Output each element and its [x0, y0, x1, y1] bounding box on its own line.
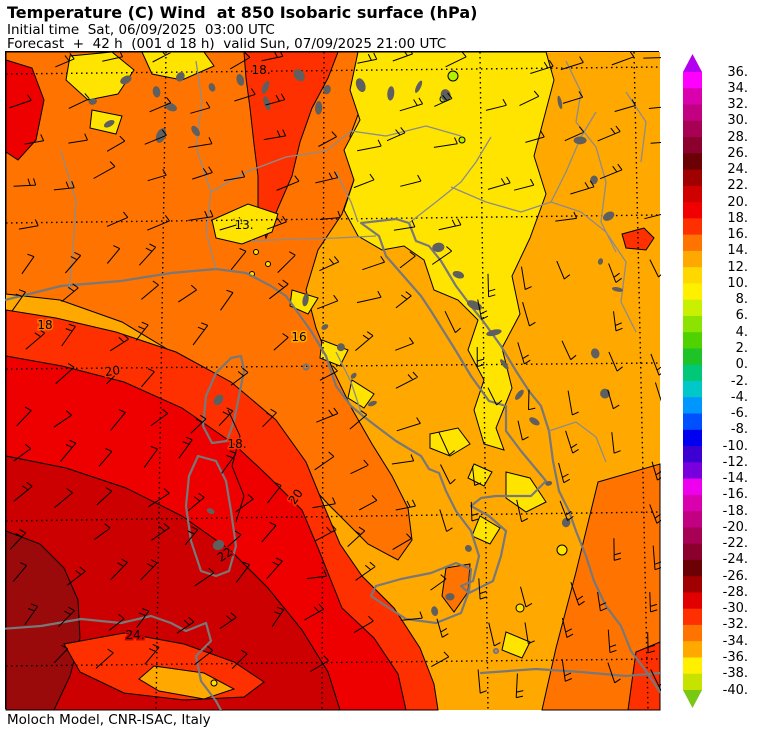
colorbar-tick--34: -34. [722, 633, 748, 649]
colorbar-tick--4: -4. [730, 389, 748, 405]
terrain-blobs [88, 69, 624, 616]
svg-text:18.: 18. [227, 437, 246, 451]
colorbar-tick-0: 0. [735, 357, 748, 373]
colorbar-tick--36: -36. [722, 650, 748, 665]
svg-text:18: 18 [37, 318, 52, 332]
svg-text:24.: 24. [125, 628, 144, 642]
colorbar-tick-8: 8. [735, 292, 748, 308]
colorbar-tick--2: -2. [730, 373, 748, 389]
colorbar-tick-22: 22. [727, 178, 748, 194]
map-canvas: 18. 13. 16 18 20 18. 20 22 24. [5, 51, 661, 711]
colorbar-tick-30: 30. [727, 113, 748, 129]
forecast-valid-line: Forecast + 42 h (001 d 18 h) valid Sun, … [7, 36, 447, 52]
coastlines [5, 217, 661, 711]
lat-lon-graticule [5, 51, 661, 711]
colorbar-tick-6: 6. [735, 308, 748, 324]
colorbar-tick--16: -16. [722, 487, 748, 503]
colorbar-tick-34: 34. [727, 80, 748, 96]
colorbar-tick-32: 32. [727, 97, 748, 112]
colorbar-tick-36: 36. [727, 64, 748, 80]
colorbar-tick--30: -30. [722, 601, 748, 617]
colorbar-tick-12: 12. [727, 259, 748, 275]
colorbar-tick-4: 4. [735, 324, 748, 340]
colorbar-tick--28: -28. [722, 584, 748, 600]
colorbar-tick--22: -22. [722, 536, 748, 552]
map-title: Temperature (C) Wind at 850 Isobaric sur… [7, 3, 478, 22]
temperature-fill [5, 51, 661, 711]
colorbar-tick--40: -40. [722, 682, 748, 698]
colorbar-tick-18: 18. [727, 210, 748, 226]
colorbar-tick--24: -24. [722, 552, 748, 568]
wind-barbs [9, 51, 661, 699]
model-credit: Moloch Model, CNR-ISAC, Italy [7, 712, 211, 728]
colorbar-tick--26: -26. [722, 568, 748, 584]
svg-text:16: 16 [291, 330, 306, 344]
colorbar-tick--12: -12. [722, 454, 748, 470]
colorbar-tick-2: 2. [735, 341, 748, 356]
temperature-colorbar [683, 54, 702, 708]
init-time-line: Initial time Sat, 06/09/2025 03:00 UTC [7, 22, 275, 38]
colorbar-tick--14: -14. [722, 471, 748, 487]
colorbar-tick-16: 16. [727, 227, 748, 243]
colorbar-tick-10: 10. [727, 275, 748, 291]
colorbar-tick-20: 20. [727, 194, 748, 210]
colorbar-tick-28: 28. [727, 129, 748, 145]
colorbar-tick--32: -32. [722, 617, 748, 633]
colorbar-tick--10: -10. [722, 438, 748, 454]
colorbar-tick--8: -8. [730, 422, 748, 438]
colorbar-tick-24: 24. [727, 162, 748, 178]
svg-text:13.: 13. [234, 218, 253, 232]
svg-text:18.: 18. [251, 63, 270, 77]
extra-contour-lines [227, 409, 245, 523]
colorbar-bottom-arrow [683, 690, 702, 708]
colorbar-tick--20: -20. [722, 519, 748, 535]
colorbar-tick-26: 26. [727, 145, 748, 161]
colorbar-tick-14: 14. [727, 243, 748, 259]
svg-text:20: 20 [104, 363, 121, 379]
colorbar-top-arrow [683, 54, 702, 72]
colorbar-tick--18: -18. [722, 503, 748, 519]
colorbar-tick--6: -6. [730, 406, 748, 421]
colorbar-tick--38: -38. [722, 666, 748, 682]
colorbar-bands [683, 72, 702, 691]
